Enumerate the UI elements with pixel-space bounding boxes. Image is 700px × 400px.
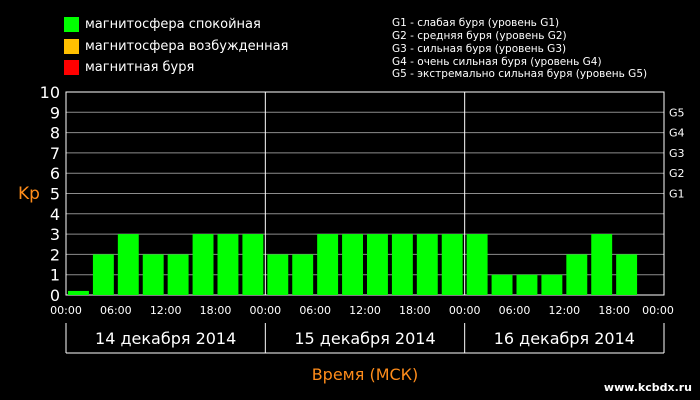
legend-label-quiet: магнитосфера спокойная	[85, 17, 261, 32]
g-level-4: G4 - очень сильная буря (уровень G4)	[392, 56, 602, 68]
y-tick-label: 7	[50, 144, 60, 163]
kp-bar	[591, 234, 613, 295]
legend-item-quiet: магнитосфера спокойная	[64, 17, 261, 32]
x-tick-label: 18:00	[598, 304, 630, 317]
g-tick-label: G1	[669, 188, 685, 201]
x-axis-label: Время (МСК)	[312, 365, 419, 384]
kp-bar	[92, 254, 114, 295]
y-tick-label: 6	[50, 164, 60, 183]
x-tick-label: 00:00	[249, 304, 281, 317]
legend-item-storm: магнитная буря	[64, 60, 194, 75]
legend-swatch-excited	[64, 39, 79, 54]
g-tick-label: G4	[669, 127, 685, 140]
x-tick-label: 18:00	[399, 304, 431, 317]
kp-bar	[491, 274, 513, 295]
x-tick-label: 00:00	[449, 304, 481, 317]
day-label: 14 декабря 2014	[95, 329, 236, 348]
x-tick-label: 06:00	[100, 304, 132, 317]
x-tick-label: 00:00	[50, 304, 82, 317]
x-tick-label: 00:00	[642, 304, 674, 317]
y-tick-label: 8	[50, 124, 60, 143]
kp-bar	[566, 254, 588, 295]
day-label: 15 декабря 2014	[294, 329, 435, 348]
legend-label-excited: магнитосфера возбужденная	[85, 39, 289, 54]
kp-bar	[68, 290, 89, 295]
kp-bar	[217, 234, 239, 295]
kp-bar	[167, 254, 189, 295]
y-tick-label: 9	[50, 103, 60, 122]
g-tick-label: G5	[669, 106, 685, 119]
y-tick-label: 1	[50, 266, 60, 285]
g-level-1: G1 - слабая буря (уровень G1)	[392, 17, 560, 29]
legend-swatch-quiet	[64, 17, 79, 32]
x-tick-label: 12:00	[349, 304, 381, 317]
legend-swatch-storm	[64, 60, 79, 75]
y-tick-label: 5	[50, 185, 60, 204]
g-tick-label: G2	[669, 167, 685, 180]
y-tick-label: 3	[50, 225, 60, 244]
x-tick-label: 06:00	[299, 304, 331, 317]
g-tick-label: G3	[669, 147, 685, 160]
kp-bar	[616, 254, 638, 295]
plot-border	[65, 91, 665, 296]
kp-bar	[516, 274, 538, 295]
y-tick-label: 4	[50, 205, 60, 224]
y-axis-label: Kp	[18, 184, 40, 204]
x-tick-label: 12:00	[548, 304, 580, 317]
kp-bar	[367, 234, 388, 295]
kp-bar	[441, 234, 463, 295]
y-tick-label: 0	[50, 286, 60, 305]
day-label: 16 декабря 2014	[494, 329, 635, 348]
kp-bar	[416, 234, 438, 295]
y-tick-label: 2	[50, 245, 60, 264]
x-tick-label: 12:00	[150, 304, 182, 317]
watermark: www.kcbdx.ru	[603, 381, 692, 394]
legend-label-storm: магнитная буря	[85, 60, 195, 75]
x-tick-label: 18:00	[200, 304, 232, 317]
kp-bar	[117, 234, 139, 295]
kp-bar	[242, 234, 264, 295]
kp-bar	[317, 234, 339, 295]
kp-bar	[342, 234, 363, 295]
legend-item-excited: магнитосфера возбужденная	[64, 39, 288, 54]
y-tick-label: 10	[40, 83, 60, 102]
kp-bar	[192, 234, 214, 295]
g-level-3: G3 - сильная буря (уровень G3)	[392, 43, 567, 55]
kp-bar	[541, 274, 563, 295]
g-level-2: G2 - средняя буря (уровень G2)	[392, 30, 567, 42]
g-level-5: G5 - экстремально сильная буря (уровень …	[392, 68, 648, 80]
kp-bar	[391, 234, 413, 295]
kp-bar	[466, 234, 488, 295]
kp-bar	[267, 254, 289, 295]
x-tick-label: 06:00	[499, 304, 531, 317]
kp-bar	[292, 254, 314, 295]
kp-bar	[142, 254, 164, 295]
